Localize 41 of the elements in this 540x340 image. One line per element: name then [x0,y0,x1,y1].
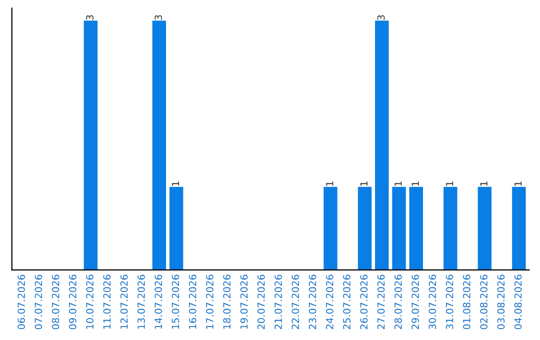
data-label: 1 [446,182,454,186]
x-tick-label: 13.07.2026 [138,274,145,329]
x-tick-label: 17.07.2026 [206,274,214,329]
x-tick-label: 03.08.2026 [497,274,505,330]
x-tick-label: 06.07.2026 [18,274,25,330]
x-tick-label: 24.07.2026 [326,274,334,330]
x-tick-label: 27.07.2026 [377,274,385,330]
x-tick-label: 09.07.2026 [69,274,76,330]
x-tick-label: 30.07.2026 [428,274,436,330]
x-tick-label: 15.07.2026 [172,274,180,329]
x-tick-label: 19.07.2026 [240,274,248,329]
data-label: 1 [172,182,180,186]
data-label: 3 [86,15,94,20]
x-tick-label: 08.07.2026 [52,274,60,330]
x-tick-label: 16.07.2026 [188,274,196,329]
x-tick-label: 20.07.2026 [257,274,265,330]
data-label: 1 [480,182,488,186]
x-tick-label: 21.07.2026 [274,274,282,330]
x-tick-label: 11.07.2026 [103,274,111,329]
x-tick-label: 01.08.2026 [463,274,470,330]
data-label: 1 [412,182,419,186]
data-label: 1 [326,182,334,186]
data-label: 3 [377,15,385,20]
x-tick-label: 12.07.2026 [120,274,128,329]
x-tick-label: 14.07.2026 [154,274,162,329]
data-label: 1 [360,182,368,186]
x-tick-label: 31.07.2026 [446,274,454,330]
x-tick-label: 26.07.2026 [360,274,368,330]
x-tick-label: 07.07.2026 [34,274,42,330]
x-tick-label: 22.07.2026 [292,274,300,330]
x-tick-label: 10.07.2026 [86,274,94,329]
x-tick-label: 18.07.2026 [223,274,231,329]
data-label: 1 [514,182,522,186]
data-label: 1 [394,182,402,186]
x-tick-label: 04.08.2026 [514,274,522,330]
x-tick-label: 29.07.2026 [412,274,419,330]
x-tick-label: 23.07.2026 [308,274,316,330]
x-tick-label: 25.07.2026 [343,274,350,330]
x-tick-label: 28.07.2026 [394,274,402,330]
x-tick-label: 02.08.2026 [480,274,488,330]
data-label: 3 [154,15,162,20]
